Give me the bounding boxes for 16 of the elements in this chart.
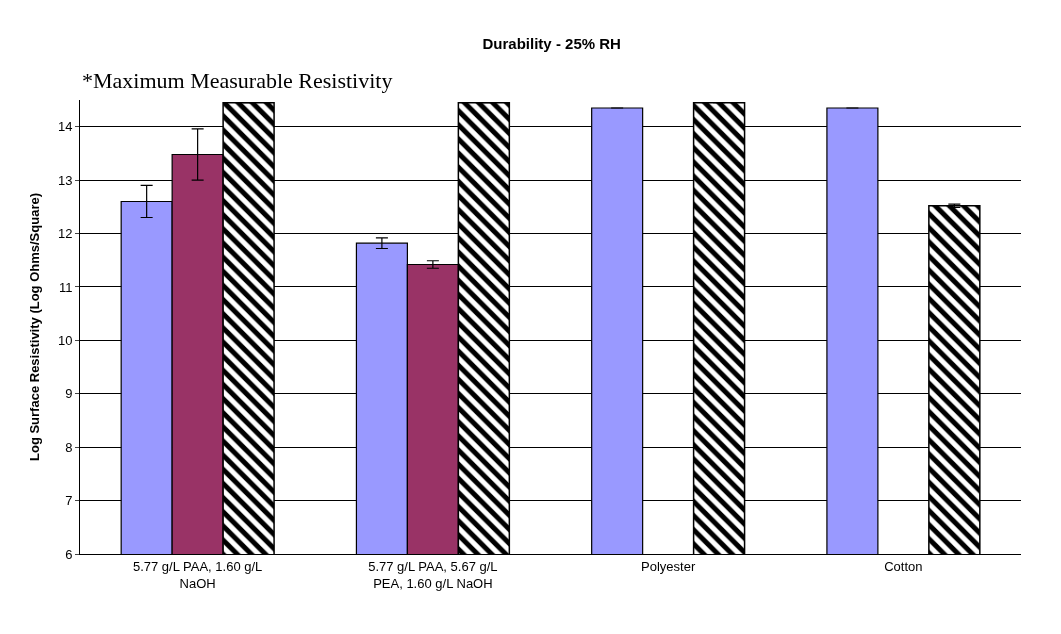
- x-tick-label: 5.77 g/L PAA, 1.60 g/L NaOH: [132, 558, 263, 591]
- x-tick-label: Polyester: [641, 558, 696, 574]
- y-tick-label: 12: [57, 226, 73, 242]
- x-tick-label: 5.77 g/L PAA, 5.67 g/L PEA, 1.60 g/L NaOH: [368, 558, 498, 591]
- y-tick-label: 7: [65, 493, 73, 509]
- x-tick-label: Cotton: [884, 558, 923, 574]
- y-tick-label: 9: [65, 386, 73, 402]
- y-tick-label: 13: [57, 172, 73, 188]
- y-tick-label: 10: [57, 332, 73, 348]
- y-axis-title: Log Surface Resistivity (Log Ohms/Square): [26, 193, 42, 461]
- y-tick-label: 14: [57, 119, 73, 135]
- chart-title: Durability - 25% RH: [482, 34, 621, 52]
- text: *Maximum Measurable Resistivity: [82, 68, 393, 93]
- y-tick-label: 8: [65, 439, 73, 455]
- y-tick-label: 11: [58, 279, 73, 295]
- y-tick-label: 6: [65, 546, 73, 562]
